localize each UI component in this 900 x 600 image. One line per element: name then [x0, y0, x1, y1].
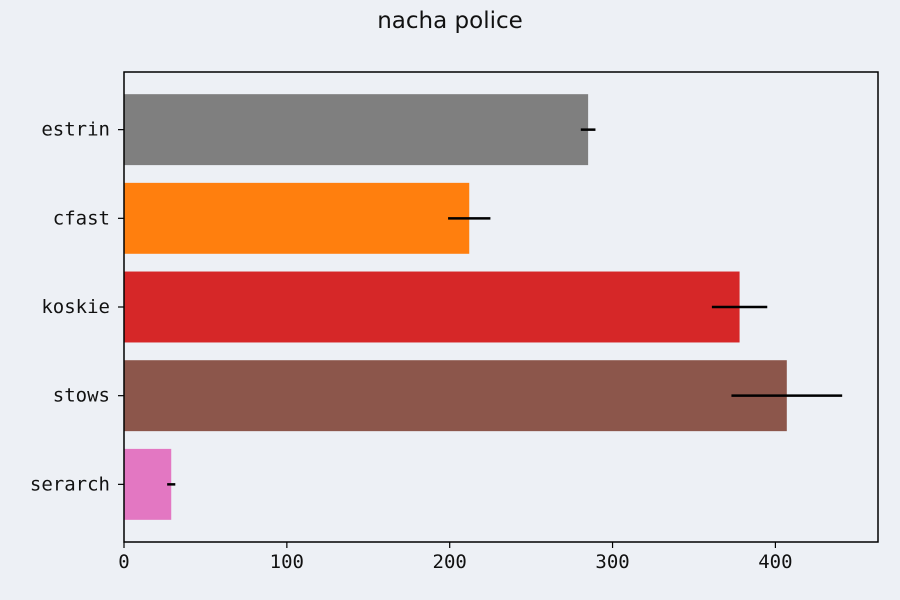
bar-estrin	[124, 94, 589, 166]
y-tick-label-stows: stows	[53, 385, 110, 407]
y-tick-label-koskie: koskie	[41, 296, 110, 318]
bar-cfast	[124, 182, 470, 254]
bars-layer	[124, 94, 787, 520]
y-tick-label-estrin: estrin	[41, 119, 110, 141]
bar-serarch	[124, 448, 172, 520]
x-tick-label-100: 100	[270, 551, 304, 573]
bar-koskie	[124, 271, 740, 343]
x-tick-label-400: 400	[758, 551, 792, 573]
x-tick-label-200: 200	[433, 551, 467, 573]
x-tick-label-300: 300	[595, 551, 629, 573]
axes-layer: estrin cfast koskie stows serarch 0 100 200 300 4…	[30, 71, 879, 573]
x-tick-label-0: 0	[118, 551, 129, 573]
bar-stows	[124, 360, 787, 432]
error-bars-layer	[167, 128, 843, 486]
y-tick-label-cfast: cfast	[53, 207, 110, 229]
y-tick-label-serarch: serarch	[30, 473, 110, 495]
plot-frame	[123, 71, 879, 543]
chart-title: nacha police	[377, 8, 523, 34]
